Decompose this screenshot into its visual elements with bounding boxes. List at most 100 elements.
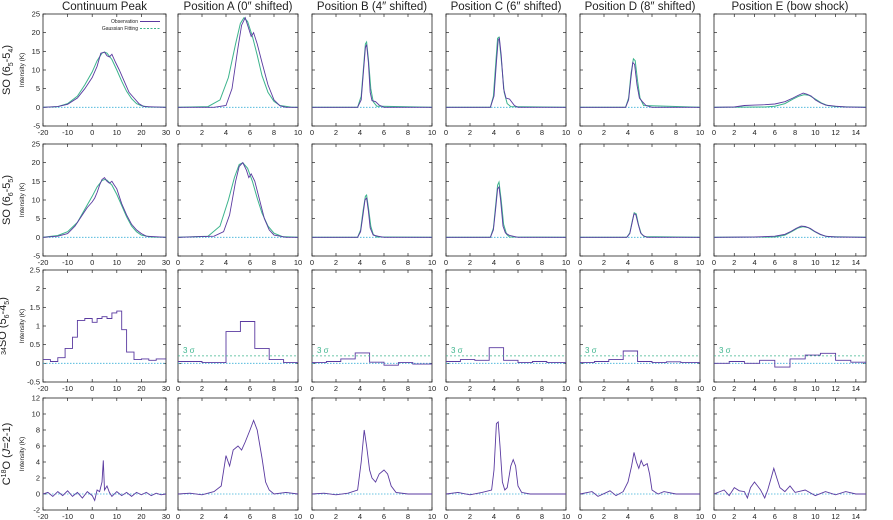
x-tick-label: 20	[137, 258, 145, 267]
column-title: Position D (8″ shifted)	[585, 1, 696, 13]
x-tick-label: 6	[773, 258, 777, 267]
panel-r1-c3: 0 2 4 6 8 10	[444, 143, 570, 267]
panel-frame	[579, 143, 701, 257]
gaussian-fit-line	[580, 57, 700, 108]
panel-plot	[43, 176, 166, 238]
y-tick-label: 5	[36, 84, 40, 93]
y-tick-label: 10	[32, 66, 40, 75]
y-tick-label: 10	[32, 410, 40, 419]
observation-line	[714, 92, 866, 108]
x-tick-label: 0	[176, 384, 180, 393]
panel-frame	[42, 397, 167, 511]
x-tick-label: 6	[650, 384, 654, 393]
panel-frame	[579, 269, 701, 383]
x-tick-label: 0	[310, 512, 314, 520]
panel-r0-c1: 0 2 4 6 8 10	[176, 13, 302, 137]
x-tick-label: 2	[602, 128, 606, 137]
x-tick-label: 6	[248, 258, 252, 267]
y-tick-label: 2	[36, 474, 40, 483]
x-tick-label: 6	[382, 512, 386, 520]
x-tick-label: 10	[811, 258, 819, 267]
gaussian-fit-line	[43, 51, 166, 108]
x-tick-label: 0	[90, 512, 94, 520]
x-tick-label: 10	[113, 128, 121, 137]
sigma-label: 3 σ	[183, 346, 195, 355]
x-tick-label: 2	[468, 384, 472, 393]
x-tick-label: 6	[650, 128, 654, 137]
x-tick-label: 10	[294, 384, 302, 393]
panel-plot	[714, 92, 866, 108]
x-tick-label: -20	[38, 384, 49, 393]
x-tick-label: 6	[650, 512, 654, 520]
observation-step-line	[178, 321, 298, 364]
x-tick-label: 0	[444, 512, 448, 520]
panel-plot	[43, 310, 166, 364]
panel-frame	[445, 13, 567, 127]
x-tick-label: 4	[358, 258, 362, 267]
x-tick-label: 6	[516, 258, 520, 267]
x-tick-label: 2	[468, 512, 472, 520]
y-tick-label: 1	[36, 322, 40, 331]
x-tick-label: -20	[38, 128, 49, 137]
x-tick-label: 10	[696, 512, 704, 520]
y-tick-label: 10	[32, 196, 40, 205]
x-tick-label: 10	[428, 258, 436, 267]
x-tick-label: 8	[540, 128, 544, 137]
x-tick-label: 10	[113, 384, 121, 393]
x-tick-label: 10	[696, 384, 704, 393]
panel-plot	[178, 16, 298, 108]
x-tick-label: 4	[752, 384, 756, 393]
observation-line	[714, 225, 866, 238]
y-axis-label: Intensity (K)	[19, 437, 26, 472]
x-tick-label: 4	[492, 512, 496, 520]
y-axis-label: Intensity (K)	[19, 183, 26, 218]
x-tick-label: 8	[540, 384, 544, 393]
x-tick-label: 10	[562, 258, 570, 267]
observation-line	[580, 452, 700, 497]
x-tick-label: -20	[38, 512, 49, 520]
x-tick-label: 8	[674, 384, 678, 393]
x-tick-label: 4	[626, 258, 630, 267]
x-tick-label: 14	[852, 128, 860, 137]
x-tick-label: 0	[444, 128, 448, 137]
x-tick-label: 0	[444, 258, 448, 267]
column-title: Position A (0″ shifted)	[184, 1, 293, 13]
y-tick-label: -5	[33, 122, 40, 131]
x-tick-label: 4	[626, 512, 630, 520]
x-tick-label: 6	[248, 384, 252, 393]
observation-line	[446, 421, 566, 496]
x-tick-label: 10	[811, 128, 819, 137]
panel-r1-c0: -20 -10 0 10 20 30 -5 0 5 10 15 20 25 Intensity (K)	[19, 140, 170, 268]
y-tick-label: 8	[36, 426, 40, 435]
x-tick-label: 4	[752, 512, 756, 520]
x-tick-label: 2	[732, 128, 736, 137]
observation-step-line	[580, 350, 700, 364]
panel-frame	[713, 13, 867, 127]
x-tick-label: 12	[831, 258, 839, 267]
x-tick-label: 20	[137, 384, 145, 393]
x-tick-label: 10	[294, 128, 302, 137]
x-tick-label: 20	[137, 128, 145, 137]
x-tick-label: 0	[578, 512, 582, 520]
x-tick-label: 6	[382, 384, 386, 393]
x-tick-label: 6	[516, 512, 520, 520]
panel-plot	[178, 321, 298, 364]
panel-frame	[445, 397, 567, 511]
y-tick-label: -5	[33, 252, 40, 261]
x-tick-label: 12	[831, 128, 839, 137]
panel-plot	[714, 466, 866, 500]
panel-r2-c0: -20 -10 0 10 20 30 -0.5 0 0.5 1 1.5 2 2.5 Intensity (…	[19, 266, 170, 394]
panel-frame	[713, 143, 867, 257]
panel-r2-c1: 0 2 4 6 8 10 3 σ	[176, 269, 302, 393]
x-tick-label: 12	[831, 384, 839, 393]
observation-step-line	[446, 347, 566, 364]
x-tick-label: 0	[90, 128, 94, 137]
panel-plot	[446, 36, 566, 108]
panel-r2-c2: 0 2 4 6 8 10 3 σ	[310, 269, 436, 393]
observation-step-line	[714, 352, 866, 368]
x-tick-label: 4	[224, 512, 228, 520]
y-tick-label: 6	[36, 442, 40, 451]
x-tick-label: -10	[62, 258, 73, 267]
